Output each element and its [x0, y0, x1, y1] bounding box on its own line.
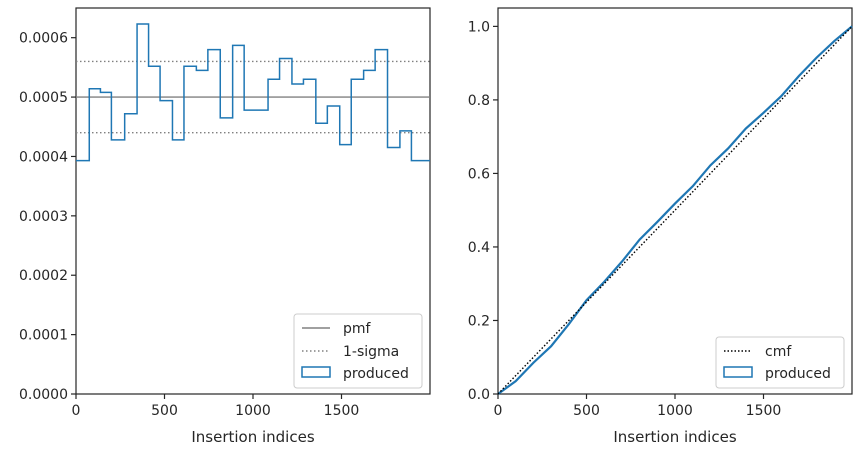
right-series: [497, 25, 853, 395]
right-xtick-label: 1000: [657, 403, 693, 419]
left-xtick-label: 1000: [235, 403, 271, 419]
legend-sigma-label: 1-sigma: [343, 344, 399, 360]
right-x-axis-label: Insertion indices: [613, 428, 736, 446]
left-xtick-label: 1500: [324, 403, 360, 419]
left-legend-box: [293, 313, 423, 389]
cmf-line: [497, 25, 853, 395]
right-ytick-label: 0.8: [468, 93, 490, 109]
left-ytick-label: 0.0001: [19, 328, 68, 344]
left-histogram-steps: [76, 23, 430, 162]
left-x-axis-label: Insertion indices: [191, 428, 314, 446]
legend-cmf-label: cmf: [765, 344, 792, 360]
produced-histogram: [76, 23, 430, 162]
right-ytick-label: 1.0: [468, 19, 490, 35]
right-legend-box: [715, 336, 845, 389]
left-ytick-label: 0.0002: [19, 268, 68, 284]
right-ytick-label: 0.0: [468, 387, 490, 403]
right-xtick-label: 0: [494, 403, 503, 419]
left-legend: pmf 1-sigma produced: [293, 313, 423, 389]
produced-cumulative-line: [497, 25, 853, 395]
left-reference-lines: [76, 60, 430, 134]
left-ytick-label: 0.0004: [19, 149, 68, 165]
right-plot-frame: [497, 7, 853, 395]
histogram-subplot: 0.0000 0.0001 0.0002 0.0003 0.0004 0.0005 0.00…: [19, 7, 431, 446]
right-ytick-label: 0.6: [468, 166, 490, 182]
right-xtick-label: 500: [573, 403, 600, 419]
legend-cum-produced-swatch: [723, 366, 753, 378]
left-ytick-label: 0.0003: [19, 209, 68, 225]
right-ytick-label: 0.4: [468, 240, 490, 256]
left-y-ticks: 0.0000 0.0001 0.0002 0.0003 0.0004 0.0005 0.00…: [19, 31, 76, 403]
cumulative-subplot: 0.0 0.2 0.4 0.6 0.8 1.0 0 500 1000 1500 Insertio…: [468, 7, 853, 446]
left-ytick-label: 0.0000: [19, 387, 68, 403]
left-xtick-label: 0: [72, 403, 81, 419]
legend-produced-swatch: [301, 366, 331, 378]
right-ytick-label: 0.2: [468, 313, 490, 329]
right-y-ticks: 0.0 0.2 0.4 0.6 0.8 1.0: [468, 19, 498, 403]
left-x-ticks: 0 500 1000 1500: [72, 394, 360, 419]
legend-produced-label: produced: [343, 366, 409, 382]
legend-pmf-label: pmf: [343, 321, 372, 337]
left-xtick-label: 500: [151, 403, 178, 419]
right-xtick-label: 1500: [746, 403, 782, 419]
left-ytick-label: 0.0006: [19, 31, 68, 47]
left-ytick-label: 0.0005: [19, 90, 68, 106]
right-legend: cmf produced: [715, 336, 845, 389]
right-x-ticks: 0 500 1000 1500: [494, 394, 782, 419]
legend-cum-produced-label: produced: [765, 366, 831, 382]
